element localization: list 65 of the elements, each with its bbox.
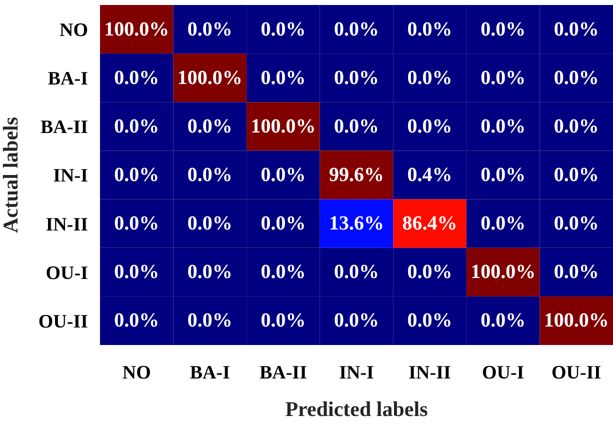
data-label: 0.0% xyxy=(554,18,599,40)
data-label: 0.0% xyxy=(334,115,379,138)
x-tick-label: IN-I xyxy=(339,362,374,384)
y-tick-label: BA-I xyxy=(48,68,88,90)
data-label: 0.0% xyxy=(480,115,526,138)
data-label: 100.0% xyxy=(104,18,170,40)
x-tick-label: IN-II xyxy=(408,362,451,384)
data-label: 0.0% xyxy=(260,66,306,89)
data-label: 86.4% xyxy=(402,212,458,235)
data-label: 0.0% xyxy=(334,66,379,89)
data-label: 13.6% xyxy=(329,212,384,235)
data-label: 0.0% xyxy=(407,115,452,138)
data-label: 100.0% xyxy=(250,115,316,138)
data-label: 0.0% xyxy=(187,164,232,186)
data-label: 0.0% xyxy=(114,66,160,89)
data-label: 0.0% xyxy=(480,164,526,186)
data-label: 100.0% xyxy=(470,261,536,284)
data-label: 0.0% xyxy=(187,115,232,138)
data-label: 0.0% xyxy=(114,164,160,186)
data-label: 0.4% xyxy=(407,164,452,186)
data-label: 100.0% xyxy=(544,310,609,332)
data-label: 0.0% xyxy=(114,212,160,235)
data-label: 0.0% xyxy=(187,212,232,235)
x-tick-label: OU-I xyxy=(482,362,524,384)
data-label: 0.0% xyxy=(407,18,452,40)
x-tick-label: BA-I xyxy=(190,362,230,384)
x-tick-label: OU-II xyxy=(552,362,602,384)
data-label: 0.0% xyxy=(554,212,599,235)
data-label: 0.0% xyxy=(187,261,232,284)
x-tick-label: BA-II xyxy=(259,362,307,384)
data-label: 0.0% xyxy=(554,261,599,284)
data-label: 0.0% xyxy=(260,164,306,186)
data-label: 0.0% xyxy=(407,261,452,284)
y-axis-title: Actual labels xyxy=(0,116,22,234)
data-label: 0.0% xyxy=(334,261,379,284)
x-axis-title: Predicted labels xyxy=(285,397,428,421)
data-label: 0.0% xyxy=(554,115,599,138)
data-label: 0.0% xyxy=(114,310,160,332)
y-tick-label: NO xyxy=(60,20,88,42)
data-label: 0.0% xyxy=(260,261,306,284)
y-tick-label: IN-II xyxy=(46,214,88,236)
data-label: 0.0% xyxy=(334,18,379,40)
data-label: 0.0% xyxy=(187,18,232,40)
data-label: 0.0% xyxy=(480,18,526,40)
data-label: 0.0% xyxy=(187,310,232,332)
data-label: 0.0% xyxy=(407,66,452,89)
data-label: 0.0% xyxy=(114,261,160,284)
data-label: 0.0% xyxy=(480,66,526,89)
data-label: 0.0% xyxy=(480,310,526,332)
data-label: 0.0% xyxy=(114,115,160,138)
data-label: 100.0% xyxy=(177,66,242,89)
x-tick-label: NO xyxy=(122,362,151,384)
data-label: 99.6% xyxy=(329,164,384,186)
data-label: 0.0% xyxy=(260,212,306,235)
data-label: 0.0% xyxy=(260,310,306,332)
data-label: 0.0% xyxy=(334,310,379,332)
data-label: 0.0% xyxy=(554,164,599,186)
y-tick-label: OU-I xyxy=(46,262,88,284)
y-tick-label: BA-II xyxy=(40,117,88,138)
y-tick-label: IN-I xyxy=(53,166,88,187)
data-label: 0.0% xyxy=(554,66,599,89)
data-label: 0.0% xyxy=(480,212,526,235)
data-label: 0.0% xyxy=(407,310,452,332)
data-label: 0.0% xyxy=(260,18,306,40)
y-tick-label: OU-II xyxy=(38,311,88,332)
